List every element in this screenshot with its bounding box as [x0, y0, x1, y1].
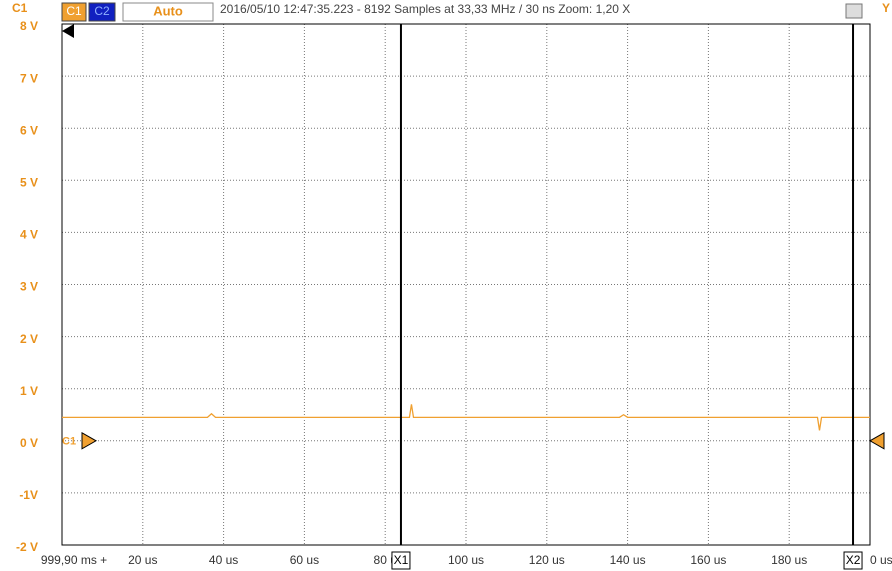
- y-tick-label: 3 V: [20, 280, 38, 294]
- trace: [62, 404, 870, 431]
- channel-label: C1: [12, 1, 28, 15]
- y-tick-label: 4 V: [20, 228, 38, 242]
- x-tick-label: 60 us: [290, 553, 319, 567]
- plot-border: [61, 23, 871, 546]
- x-tick-label: 999,90 ms +: [41, 553, 107, 567]
- y-tick-label: 7 V: [20, 71, 38, 85]
- cursor-label: X1: [394, 553, 409, 567]
- c1-button-label[interactable]: C1: [66, 4, 82, 18]
- c2-button[interactable]: [88, 2, 116, 22]
- x-tick-label: 120 us: [529, 553, 565, 567]
- x-tick-label: 180 us: [771, 553, 807, 567]
- y-tick-label: 8 V: [20, 19, 38, 33]
- right-label: Y: [882, 1, 890, 15]
- y-tick-label: 0 V: [20, 436, 38, 450]
- trigger-level: [62, 24, 74, 38]
- x-tick-label: 100 us: [448, 553, 484, 567]
- c2-button-label[interactable]: C2: [94, 4, 110, 18]
- cursor-label: X2: [846, 553, 861, 567]
- x-tick-label: 40 us: [209, 553, 238, 567]
- trigger-marker: [868, 431, 885, 450]
- y-tick-label: 1 V: [20, 384, 38, 398]
- y-tick-label: -2 V: [16, 540, 38, 554]
- channel-marker: [81, 431, 98, 450]
- settings-icon[interactable]: [845, 3, 863, 19]
- c1-button[interactable]: [61, 2, 87, 22]
- acquisition-info: 2016/05/10 12:47:35.223 - 8192 Samples a…: [220, 2, 630, 16]
- y-tick-label: 5 V: [20, 175, 38, 189]
- y-tick-label: 2 V: [20, 332, 38, 346]
- channel-marker-label: C1: [62, 436, 76, 448]
- x-tick-label: 160 us: [690, 553, 726, 567]
- mode-label[interactable]: Auto: [153, 3, 183, 18]
- x-tick-label: 140 us: [610, 553, 646, 567]
- mode-box[interactable]: [122, 2, 214, 22]
- cursor-box: [391, 551, 411, 570]
- y-tick-label: -1V: [19, 488, 38, 502]
- x-tick-label: 0 us: [870, 553, 892, 567]
- y-tick-label: 6 V: [20, 123, 38, 137]
- x-tick-label: 80 u: [374, 553, 397, 567]
- x-tick-label: 20 us: [128, 553, 157, 567]
- cursor-box: [843, 551, 863, 570]
